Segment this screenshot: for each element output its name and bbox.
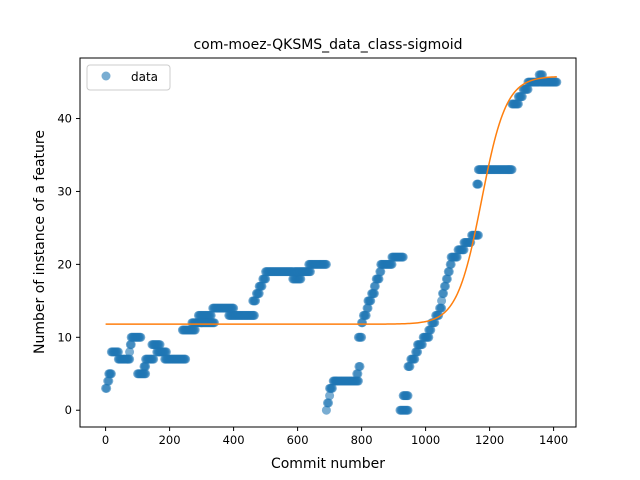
data-point — [181, 354, 191, 364]
x-tick-label: 1200 — [475, 433, 504, 447]
data-point — [424, 332, 434, 342]
x-tick-label: 1000 — [411, 433, 440, 447]
data-point — [361, 310, 371, 320]
data-point — [209, 318, 219, 328]
data-point — [357, 332, 367, 342]
data-point — [376, 267, 386, 277]
data-point — [353, 376, 363, 386]
data-point — [452, 252, 462, 262]
data-point — [113, 347, 123, 357]
data-point — [398, 252, 408, 262]
data-point — [325, 391, 335, 401]
data-point — [190, 325, 200, 335]
data-point — [249, 310, 259, 320]
data-point — [369, 289, 379, 299]
x-axis: 0 200 400 600 800 1000 1200 1400 — [102, 427, 568, 447]
data-point — [257, 281, 267, 291]
data-point — [523, 84, 533, 94]
x-tick-label: 600 — [287, 433, 309, 447]
data-point — [358, 318, 368, 328]
y-tick-label: 0 — [65, 403, 72, 417]
data-point — [446, 259, 456, 269]
x-tick-label: 400 — [223, 433, 245, 447]
data-point — [261, 274, 271, 284]
data-point — [161, 347, 171, 357]
data-point — [106, 369, 116, 379]
y-tick-label: 30 — [57, 184, 72, 198]
y-axis-label: Number of instance of a feature — [32, 130, 48, 354]
data-point — [444, 267, 454, 277]
y-tick-label: 10 — [57, 330, 72, 344]
data-point — [125, 347, 135, 357]
data-point — [387, 259, 397, 269]
data-point — [473, 179, 483, 189]
data-point — [305, 267, 315, 277]
data-point — [296, 274, 306, 284]
legend-label-data: data — [131, 70, 158, 84]
data-point — [102, 383, 112, 393]
data-point — [229, 303, 239, 313]
data-point — [370, 281, 380, 291]
data-points — [101, 70, 562, 415]
data-point — [141, 361, 151, 371]
x-tick-label: 0 — [102, 433, 109, 447]
fit-line — [105, 76, 557, 325]
data-point — [327, 383, 337, 393]
data-point — [363, 303, 373, 313]
data-point — [440, 281, 450, 291]
data-point — [149, 354, 159, 364]
data-point — [473, 230, 483, 240]
data-point — [353, 369, 363, 379]
data-point — [374, 274, 384, 284]
x-tick-label: 1400 — [539, 433, 568, 447]
data-point — [251, 296, 261, 306]
data-point — [206, 310, 216, 320]
data-point — [437, 296, 447, 306]
data-point — [410, 354, 420, 364]
data-point — [507, 165, 517, 175]
data-point — [405, 361, 415, 371]
chart-title: com-moez-QKSMS_data_class-sigmoid — [193, 37, 462, 53]
y-tick-label: 40 — [57, 112, 72, 126]
data-point — [403, 391, 413, 401]
data-point — [141, 369, 151, 379]
data-point — [426, 325, 436, 335]
data-point — [126, 340, 136, 350]
legend: data — [86, 64, 171, 91]
y-axis: 0 10 20 30 40 — [57, 112, 80, 417]
data-point — [439, 289, 449, 299]
data-point — [403, 405, 413, 415]
data-point — [321, 259, 331, 269]
data-point — [321, 405, 331, 415]
data-point — [324, 398, 334, 408]
fit-curve — [105, 76, 557, 325]
data-point — [417, 340, 427, 350]
data-point — [442, 274, 452, 284]
data-point — [459, 245, 469, 255]
data-point — [437, 303, 447, 313]
data-point — [136, 332, 146, 342]
data-point — [366, 296, 376, 306]
y-tick-label: 20 — [57, 257, 72, 271]
x-tick-label: 800 — [351, 433, 373, 447]
x-axis-label: Commit number — [271, 456, 385, 472]
data-point — [104, 376, 114, 386]
plot-frame — [79, 57, 577, 428]
data-point — [513, 99, 523, 109]
data-point — [517, 92, 527, 102]
data-point — [413, 347, 423, 357]
data-point — [355, 361, 365, 371]
x-tick-label: 200 — [159, 433, 181, 447]
data-point — [552, 77, 562, 87]
data-point — [155, 340, 165, 350]
legend-marker-data — [101, 71, 111, 81]
data-point — [125, 354, 135, 364]
legend-box — [86, 64, 171, 91]
data-point — [254, 289, 264, 299]
